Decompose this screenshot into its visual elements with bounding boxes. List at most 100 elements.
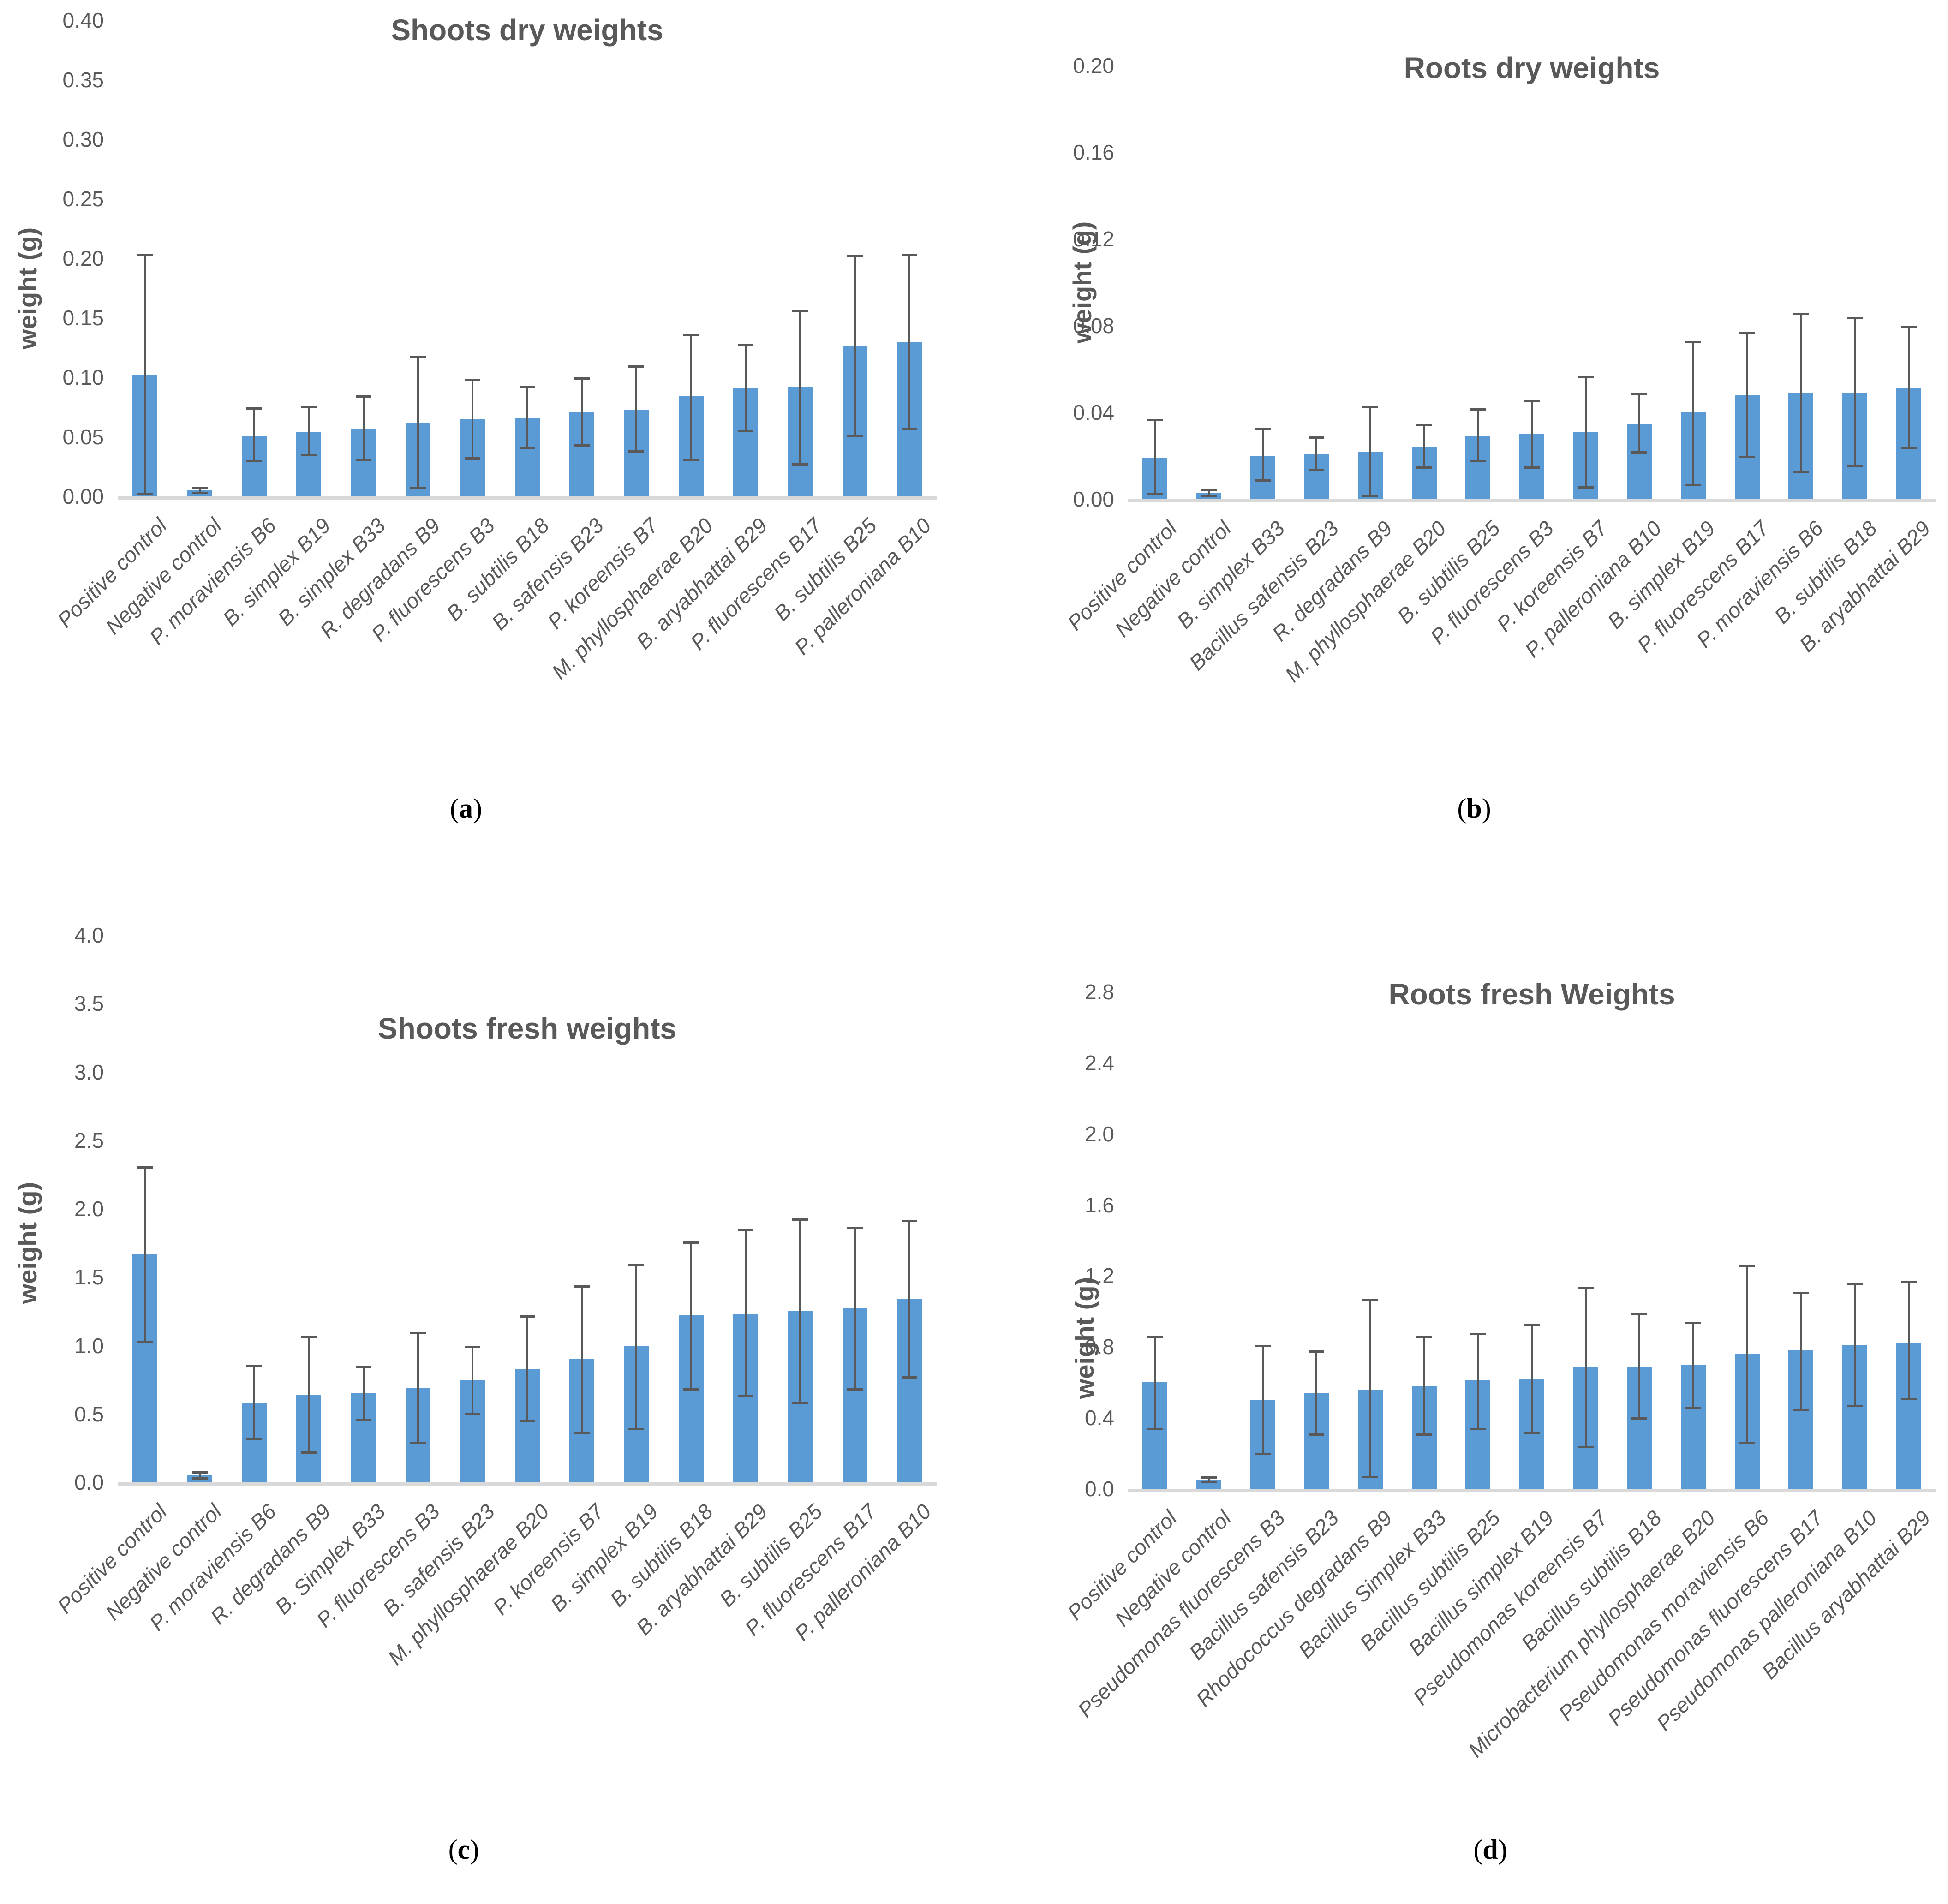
error-bar-part xyxy=(1362,495,1378,497)
error-bar-part xyxy=(635,1263,638,1431)
error-bar-part xyxy=(901,1219,917,1222)
y-tick-label: 0.35 xyxy=(62,68,104,92)
error-bar-part xyxy=(410,487,426,489)
y-axis: 0.00 0.05 0.10 0.15 0.20 0.25 0.30 0.35 0.40 xyxy=(0,8,104,508)
error-bar-part xyxy=(1793,471,1809,473)
error-bar xyxy=(683,1241,699,1391)
error-bar-part xyxy=(301,1451,317,1454)
plot-area xyxy=(118,935,937,1486)
error-bar-part xyxy=(1746,1265,1748,1444)
error-bar-part xyxy=(683,333,699,336)
error-bar-part xyxy=(355,458,371,461)
error-bar xyxy=(1847,1283,1863,1408)
error-bar-part xyxy=(1154,419,1156,495)
error-bar-part xyxy=(1470,460,1486,463)
error-bar-part xyxy=(1692,340,1694,486)
error-bar-part xyxy=(574,377,590,380)
error-bar xyxy=(847,255,863,437)
error-bar-part xyxy=(1847,1405,1863,1408)
error-bar-part xyxy=(144,253,146,495)
error-bar-part xyxy=(847,435,863,437)
error-bar-part xyxy=(1416,423,1432,426)
y-tick-label: 0.20 xyxy=(62,246,104,270)
error-bar-part xyxy=(1631,1313,1648,1316)
error-bar-part xyxy=(1739,1265,1755,1268)
error-bar-part xyxy=(1907,1281,1910,1400)
error-bar-part xyxy=(355,1366,371,1368)
error-bar-part xyxy=(1315,1350,1318,1436)
error-bar-part xyxy=(1531,399,1533,469)
error-bar-part xyxy=(137,1340,153,1343)
y-tick-label: 0.0 xyxy=(74,1470,104,1494)
error-bar xyxy=(519,1315,535,1422)
error-bar-part xyxy=(628,365,645,368)
error-bar xyxy=(901,253,917,430)
y-tick-label: 4.0 xyxy=(74,923,104,947)
error-bar xyxy=(301,1336,317,1454)
error-bar xyxy=(355,395,371,461)
y-tick-label: 0.15 xyxy=(62,306,104,330)
error-bar-part xyxy=(1638,1313,1641,1420)
error-bar-part xyxy=(908,1219,910,1379)
error-bar-part xyxy=(1423,1336,1425,1436)
y-tick-label: 0.05 xyxy=(62,425,104,449)
error-bar xyxy=(1416,1336,1432,1436)
error-bar xyxy=(1309,1350,1325,1436)
y-tick-label: 3.0 xyxy=(74,1060,104,1084)
error-bar xyxy=(574,1285,590,1435)
y-tick-label: 0.25 xyxy=(62,187,104,211)
error-bar-part xyxy=(1584,1286,1587,1448)
error-bar-part xyxy=(1524,1431,1540,1434)
chart-roots-fresh-weights: Roots fresh Weights weight (g) 0.0 0.4 0.8… xyxy=(974,900,1948,1799)
error-bar-part xyxy=(1470,408,1486,411)
caption-paren: ) xyxy=(470,1834,479,1865)
error-bar-part xyxy=(1154,1336,1156,1431)
y-tick-label: 2.0 xyxy=(74,1197,104,1221)
y-tick-label: 0.5 xyxy=(74,1402,104,1426)
error-bar-part xyxy=(635,365,638,453)
error-bar-part xyxy=(417,356,419,489)
error-bar-part xyxy=(1147,1336,1163,1339)
error-bar-part xyxy=(1524,1324,1540,1326)
error-bar-part xyxy=(1900,447,1917,449)
error-bar-part xyxy=(410,356,426,358)
error-bar-part xyxy=(847,255,863,257)
error-bar xyxy=(737,1229,753,1398)
error-bar-part xyxy=(901,1376,917,1379)
error-bar xyxy=(1470,1332,1486,1431)
error-bar xyxy=(737,344,753,432)
error-bar-part xyxy=(1692,1322,1694,1409)
caption-letter: c xyxy=(457,1834,470,1865)
error-bar-part xyxy=(519,386,535,388)
caption-paren: ( xyxy=(1457,793,1467,824)
error-bar xyxy=(1255,1345,1271,1455)
error-bar-part xyxy=(1147,419,1163,422)
caption-paren: ) xyxy=(473,793,482,824)
chart-title: Shoots fresh weights xyxy=(377,1012,677,1045)
error-bar-part xyxy=(1255,427,1271,430)
error-bar-part xyxy=(246,1365,262,1367)
x-axis-labels: Positive control Negative control B. simpl… xyxy=(1063,509,1936,795)
y-tick-label: 0.04 xyxy=(1073,400,1114,424)
error-bar-part xyxy=(901,427,917,430)
panel-caption-b: (b) xyxy=(1377,793,1571,824)
error-bar-part xyxy=(683,1241,699,1244)
panel-caption-d: (d) xyxy=(1393,1834,1587,1866)
error-bar-part xyxy=(1900,326,1917,328)
error-bar-part xyxy=(1147,1428,1163,1431)
chart-roots-dry-weights: Roots dry weights weight (g) 0.00 0.04 0.0… xyxy=(974,0,1948,900)
error-bar-part xyxy=(1255,479,1271,482)
error-bar xyxy=(1631,1313,1648,1420)
error-bar-part xyxy=(1578,1286,1594,1289)
error-bar-part xyxy=(519,1315,535,1318)
error-bar-part xyxy=(1631,451,1648,454)
error-bar-part xyxy=(628,1428,645,1431)
error-bar-part xyxy=(1800,312,1802,473)
error-bar-part xyxy=(1315,436,1318,471)
y-tick-label: 1.6 xyxy=(1085,1193,1114,1217)
error-bar xyxy=(1524,399,1540,469)
error-bar-part xyxy=(137,493,153,495)
error-bar-part xyxy=(1900,1397,1917,1400)
error-bar-part xyxy=(628,450,645,453)
caption-paren: ( xyxy=(448,1834,458,1865)
